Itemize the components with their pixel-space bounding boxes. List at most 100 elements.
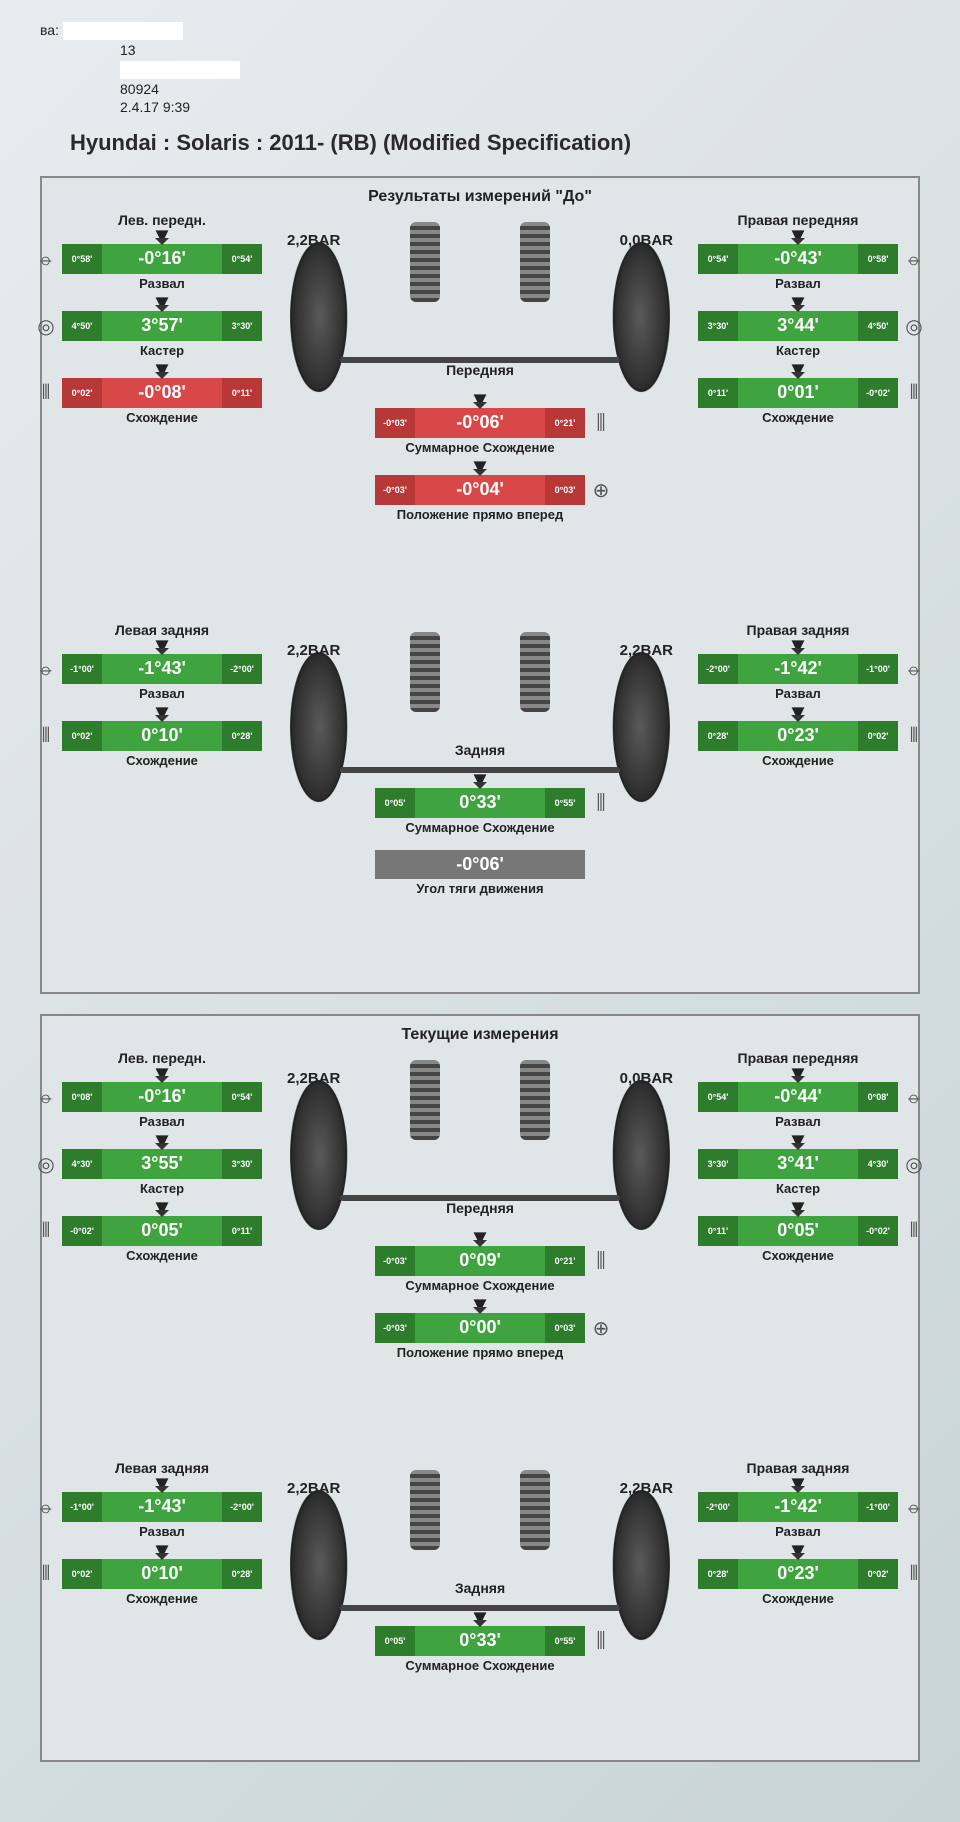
measurement-group: ▼ ⦵ -2°00' -1°42' -1°00' Развал [698,1478,898,1539]
wheel-icon [290,648,347,805]
measurement-block: ⫴ 0°11' 0°05' -0°02' [698,1216,898,1246]
measurement-block: ⫴ 0°02' 0°10' 0°28' [62,721,262,751]
report-header: ва: 13 80924 2.4.17 9:39 [40,22,920,115]
right-wheel-column: Правая передняя ▼ ⦵ 0°54' -0°43' 0°58' Р… [698,212,898,431]
tolerance-low: 0°11' [698,1216,738,1246]
spring-icon [520,1060,550,1140]
camber-icon: ⦵ [30,1492,62,1524]
measurement-group: ▼ ⫴ 0°28' 0°23' 0°02' Схождение [698,1545,898,1606]
alignment-report-page: ва: 13 80924 2.4.17 9:39 Hyundai : Solar… [0,0,960,1822]
measurement-value: -1°42' [738,654,858,684]
axle-name: Передняя [375,362,585,378]
measurement-value: -0°08' [102,378,222,408]
toe-icon: ⫴ [30,721,62,753]
rear-axle: 2,2BAR 2,2BAR Левая задняя ▼ ⦵ -1°00' -1… [52,622,908,972]
measurement-section: Текущие измерения 2,2BAR 0,0BAR Лев. пер… [40,1014,920,1762]
measurement-value: -0°16' [102,244,222,274]
header-label: ва: [40,22,59,38]
measurement-group: ▼ ⦵ -1°00' -1°43' -2°00' Развал [62,1478,262,1539]
axle-center-label: Задняя [375,742,585,760]
measurement-value: -0°44' [738,1082,858,1112]
measurement-value: 0°01' [738,378,858,408]
caster-icon: ◎ [898,1149,930,1181]
header-line-2: 13 [120,42,920,58]
tolerance-high: 0°08' [858,1082,898,1112]
measurement-block: ⦵ 0°08' -0°16' 0°54' [62,1082,262,1112]
measurement-label: Схождение [698,753,898,768]
measurement-group: ▼ ◎ 3°30' 3°41' 4°30' Кастер [698,1135,898,1196]
tolerance-low: 0°02' [62,1559,102,1589]
tolerance-high: 0°58' [858,244,898,274]
measurement-group: ▼ ⫴ 0°02' -0°08' 0°11' Схождение [62,364,262,425]
tolerance-high: 0°28' [222,721,262,751]
spring-icon [520,632,550,712]
camber-icon: ⦵ [30,1082,62,1114]
measurement-label: Схождение [62,410,262,425]
measurement-value: -1°43' [102,654,222,684]
measurement-block: ⫴ 0°28' 0°23' 0°02' [698,721,898,751]
right-wheel-column: Правая передняя ▼ ⦵ 0°54' -0°44' 0°08' Р… [698,1050,898,1269]
vehicle-title: Hyundai : Solaris : 2011- (RB) (Modified… [70,130,920,156]
axle-name: Задняя [375,1580,585,1596]
measurement-block: ⫴ -0°02' 0°05' 0°11' [62,1216,262,1246]
tolerance-high: 0°03' [545,475,585,505]
tolerance-high: -2°00' [222,1492,262,1522]
measurement-group: ▼ ◎ 3°30' 3°44' 4°50' Кастер [698,297,898,358]
measurement-value: 3°41' [738,1149,858,1179]
tolerance-low: 4°30' [62,1149,102,1179]
measurement-label: Схождение [62,1591,262,1606]
measurement-block: ⫼ 0°05' 0°33' 0°55' [375,1626,585,1656]
tolerance-high: 3°30' [222,1149,262,1179]
measurement-value: 0°05' [738,1216,858,1246]
suspension-graphic [310,1065,650,1245]
measurement-label: Схождение [698,1248,898,1263]
tolerance-high: -0°02' [858,378,898,408]
measurement-value: -1°42' [738,1492,858,1522]
tolerance-high: 0°11' [222,1216,262,1246]
total_toe-icon: ⫼ [585,788,617,820]
thrust-label: Угол тяги движения [375,881,585,896]
toe-icon: ⫴ [898,1216,930,1248]
measurement-label: Положение прямо вперед [375,1345,585,1360]
measurement-block: ◎ 3°30' 3°44' 4°50' [698,311,898,341]
camber-icon: ⦵ [898,1082,930,1114]
wheel-icon [613,238,670,395]
measurement-group: ▼ ⦵ 0°54' -0°43' 0°58' Развал [698,230,898,291]
front-axle: 2,2BAR 0,0BAR Лев. передн. ▼ ⦵ 0°58' -0°… [52,212,908,612]
right-wheel-column: Правая задняя ▼ ⦵ -2°00' -1°42' -1°00' Р… [698,622,898,774]
measurement-label: Кастер [698,1181,898,1196]
measurement-block: ⫴ 0°11' 0°01' -0°02' [698,378,898,408]
measurement-group: ▼ ⊕ -0°03' 0°00' 0°03' Положение прямо в… [375,1299,585,1360]
measurement-block: ⦵ 0°54' -0°44' 0°08' [698,1082,898,1112]
measurement-label: Развал [62,686,262,701]
measurement-section: Результаты измерений "До" 2,2BAR 0,0BAR … [40,176,920,994]
tolerance-low: 3°30' [698,1149,738,1179]
left-wheel-column: Лев. передн. ▼ ⦵ 0°58' -0°16' 0°54' Разв… [62,212,262,431]
tolerance-low: 3°30' [698,311,738,341]
measurement-value: 0°33' [415,788,545,818]
measurement-label: Суммарное Схождение [375,1658,585,1673]
tolerance-high: -2°00' [222,654,262,684]
measurement-block: ⊕ -0°03' 0°00' 0°03' [375,1313,585,1343]
measurement-block: ⫴ 0°02' 0°10' 0°28' [62,1559,262,1589]
measurement-block: ⫴ 0°28' 0°23' 0°02' [698,1559,898,1589]
measurement-group: ▼ ◎ 4°30' 3°55' 3°30' Кастер [62,1135,262,1196]
measurement-group: ▼ ⫼ 0°05' 0°33' 0°55' Суммарное Схождени… [375,1612,585,1673]
tolerance-low: -0°03' [375,1313,415,1343]
measurement-group: ▼ ⫴ 0°02' 0°10' 0°28' Схождение [62,1545,262,1606]
tolerance-low: 0°08' [62,1082,102,1112]
center-measurements: ▼ ⫼ -0°03' 0°09' 0°21' Суммарное Схожден… [375,1230,585,1366]
rear-axle: 2,2BAR 2,2BAR Левая задняя ▼ ⦵ -1°00' -1… [52,1460,908,1740]
tolerance-low: -0°02' [62,1216,102,1246]
center-measurements: ▼ ⫼ -0°03' -0°06' 0°21' Суммарное Схожде… [375,392,585,528]
tolerance-high: -0°02' [858,1216,898,1246]
measurement-group: ▼ ⊕ -0°03' -0°04' 0°03' Положение прямо … [375,461,585,522]
measurement-value: -0°06' [415,408,545,438]
front-axle: 2,2BAR 0,0BAR Лев. передн. ▼ ⦵ 0°08' -0°… [52,1050,908,1450]
tolerance-low: -0°03' [375,1246,415,1276]
measurement-value: 0°09' [415,1246,545,1276]
measurement-group: ▼ ⦵ -2°00' -1°42' -1°00' Развал [698,640,898,701]
tolerance-high: 3°30' [222,311,262,341]
tolerance-high: -1°00' [858,654,898,684]
camber-icon: ⦵ [30,244,62,276]
